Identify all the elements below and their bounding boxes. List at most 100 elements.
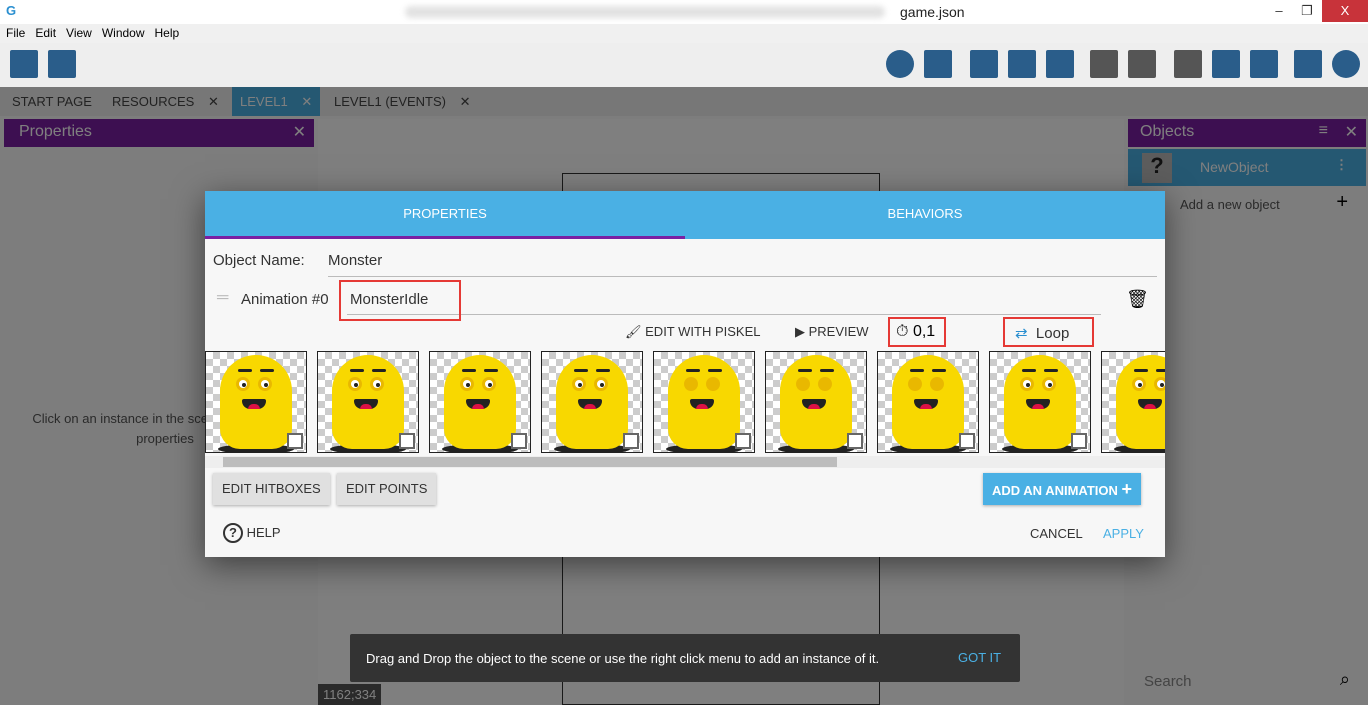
eye: [1042, 377, 1056, 391]
brow: [686, 369, 700, 372]
animation-name-input[interactable]: MonsterIdle: [339, 280, 461, 321]
frame-select-checkbox[interactable]: [287, 433, 303, 449]
frames-scrollbar[interactable]: [205, 456, 1165, 468]
redo-icon[interactable]: [1128, 50, 1156, 78]
animation-frame[interactable]: [205, 351, 307, 453]
sprite-shadow: [1002, 444, 1078, 452]
brow: [932, 369, 946, 372]
sprite-shadow: [218, 444, 294, 452]
eye: [930, 377, 944, 391]
mouth: [466, 399, 490, 409]
scrollbar-thumb[interactable]: [223, 457, 837, 467]
brow: [820, 369, 834, 372]
dialog-tabs: PROPERTIES BEHAVIORS: [205, 191, 1165, 239]
button-label: EDIT WITH PISKEL: [645, 324, 761, 339]
tab-behaviors[interactable]: BEHAVIORS: [887, 206, 963, 221]
frame-select-checkbox[interactable]: [511, 433, 527, 449]
mouth: [914, 399, 938, 409]
animation-frame[interactable]: [1101, 351, 1165, 453]
eye: [684, 377, 698, 391]
project-manager-icon[interactable]: [10, 50, 38, 78]
minimize-button[interactable]: –: [1275, 3, 1283, 18]
animation-frame[interactable]: [317, 351, 419, 453]
debug-icon[interactable]: [924, 50, 952, 78]
preview-button[interactable]: ▶ PREVIEW: [795, 324, 869, 340]
eye: [236, 377, 250, 391]
instances-icon[interactable]: [1174, 50, 1202, 78]
frame-select-checkbox[interactable]: [1071, 433, 1087, 449]
delete-icon[interactable]: 🗑: [1126, 289, 1149, 309]
cancel-button[interactable]: CANCEL: [1030, 526, 1083, 541]
animation-frame[interactable]: [989, 351, 1091, 453]
apply-button[interactable]: APPLY: [1103, 526, 1144, 541]
monster-sprite: [332, 355, 404, 449]
frame-select-checkbox[interactable]: [399, 433, 415, 449]
layers-icon[interactable]: [1250, 50, 1278, 78]
sprite-shadow: [330, 444, 406, 452]
grid-icon[interactable]: [1294, 50, 1322, 78]
menu-file[interactable]: File: [6, 26, 26, 40]
frame-select-checkbox[interactable]: [623, 433, 639, 449]
zoom-reset-icon[interactable]: [1332, 50, 1360, 78]
frame-select-checkbox[interactable]: [735, 433, 751, 449]
monster-sprite: [1004, 355, 1076, 449]
toolbar: [0, 43, 1368, 87]
animation-frame[interactable]: [429, 351, 531, 453]
animation-frame[interactable]: [653, 351, 755, 453]
preview-play-icon[interactable]: [886, 50, 914, 78]
play-icon: ▶: [795, 324, 805, 339]
animation-label: Animation #0: [241, 291, 329, 308]
close-window-button[interactable]: X: [1322, 0, 1368, 22]
frame-select-checkbox[interactable]: [847, 433, 863, 449]
edit-with-piskel-button[interactable]: 🖌 EDIT WITH PISKEL: [625, 324, 760, 340]
brow: [910, 369, 924, 372]
maximize-button[interactable]: ❐: [1301, 3, 1313, 18]
menu-help[interactable]: Help: [154, 26, 180, 40]
mouth: [1026, 399, 1050, 409]
add-icon: +: [1121, 479, 1133, 499]
help-button[interactable]: ? HELP: [223, 523, 281, 543]
animation-frame[interactable]: [877, 351, 979, 453]
menu-edit[interactable]: Edit: [35, 26, 57, 40]
button-label: PREVIEW: [808, 324, 869, 339]
snackbar-message: Drag and Drop the object to the scene or…: [366, 651, 880, 666]
frame-select-checkbox[interactable]: [959, 433, 975, 449]
undo-icon[interactable]: [1090, 50, 1118, 78]
layers-list-icon[interactable]: [1212, 50, 1240, 78]
edit-hitboxes-button[interactable]: EDIT HITBOXES: [213, 473, 330, 505]
sprite-shadow: [1114, 444, 1165, 452]
eye: [908, 377, 922, 391]
sprite-shadow: [554, 444, 630, 452]
properties-icon[interactable]: [1046, 50, 1074, 78]
object-groups-icon[interactable]: [1008, 50, 1036, 78]
brow: [260, 369, 274, 372]
frame-time-field[interactable]: ⏱ 0,1: [888, 317, 946, 347]
eye: [1154, 377, 1165, 391]
monster-sprite: [668, 355, 740, 449]
drag-handle-icon[interactable]: ═: [217, 289, 229, 306]
object-name-input[interactable]: Monster: [328, 247, 1157, 277]
brow: [372, 369, 386, 372]
brow: [350, 369, 364, 372]
brow: [238, 369, 252, 372]
menu-view[interactable]: View: [66, 26, 92, 40]
edit-points-button[interactable]: EDIT POINTS: [337, 473, 437, 505]
eye: [258, 377, 272, 391]
monster-sprite: [220, 355, 292, 449]
brow: [1044, 369, 1058, 372]
animation-frame[interactable]: [541, 351, 643, 453]
object-editor-icon[interactable]: [970, 50, 998, 78]
eye: [460, 377, 474, 391]
brow: [798, 369, 812, 372]
loop-toggle[interactable]: ⇄ Loop: [1003, 317, 1094, 347]
start-page-icon[interactable]: [48, 50, 76, 78]
add-animation-button[interactable]: ADD AN ANIMATION +: [983, 473, 1142, 505]
brow: [484, 369, 498, 372]
mouth: [1138, 399, 1162, 409]
animation-frame[interactable]: [765, 351, 867, 453]
timer-icon: ⏱: [896, 323, 909, 340]
tab-properties[interactable]: PROPERTIES: [205, 191, 685, 239]
got-it-button[interactable]: GOT IT: [958, 650, 1002, 665]
brow: [708, 369, 722, 372]
menu-window[interactable]: Window: [101, 26, 145, 40]
